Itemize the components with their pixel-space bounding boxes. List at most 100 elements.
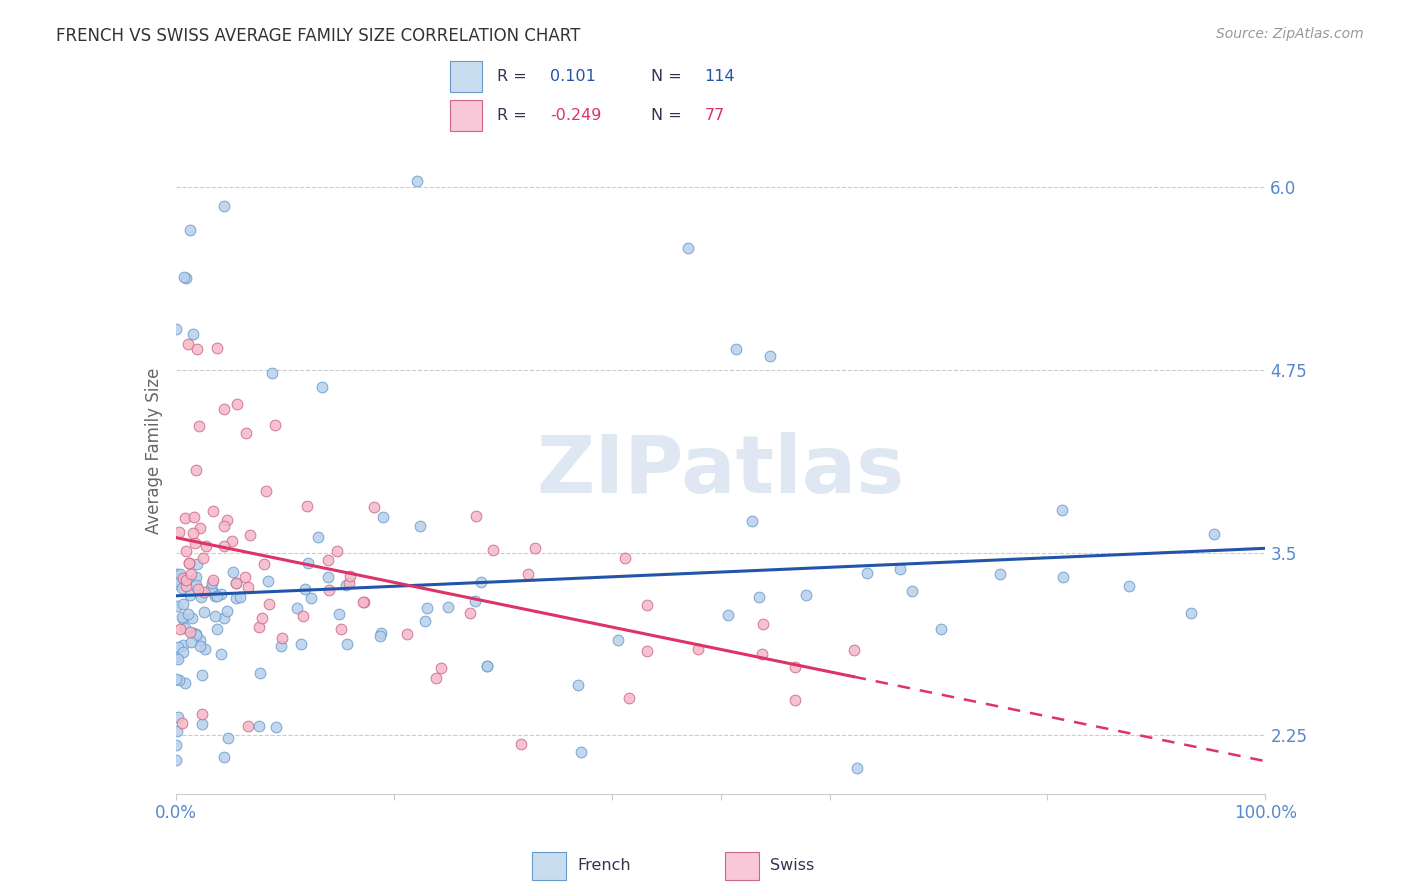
Point [166,576,188,591]
Point [373,509,395,524]
Point [607,633,630,648]
Point [201,585,224,599]
Point [172,582,194,596]
Point [477,659,499,673]
Point [179,223,201,237]
Point [569,745,592,759]
Point [181,625,204,640]
Point [901,584,924,599]
FancyBboxPatch shape [450,100,482,130]
Point [257,574,280,588]
Point [294,582,316,596]
Point [166,574,188,588]
Point [190,640,212,654]
Point [395,627,418,641]
Point [929,622,952,636]
Point [212,539,235,553]
Point [846,761,869,775]
Text: -0.249: -0.249 [551,108,602,123]
Point [174,579,197,593]
Point [167,652,190,666]
Point [193,605,215,619]
Point [184,536,207,550]
Point [180,566,202,581]
Point [270,632,292,646]
Point [460,606,482,620]
Point [510,737,533,751]
Point [165,738,187,752]
Point [747,591,769,605]
Point [889,562,911,576]
Point [193,584,215,599]
Point [166,724,188,739]
Point [212,401,235,416]
Point [172,638,194,652]
Point [475,658,498,673]
Point [179,588,201,602]
Point [353,594,375,608]
Point [405,174,427,188]
Point [173,270,195,285]
Point [172,612,194,626]
Point [353,595,375,609]
Point [169,567,191,582]
Point [212,519,235,533]
Point [172,609,194,624]
Point [481,543,503,558]
Point [204,609,226,624]
Point [416,600,439,615]
Point [725,342,748,356]
Point [263,418,285,433]
Point [188,520,211,534]
Point [186,342,208,356]
Point [316,553,339,567]
Point [165,322,187,336]
Point [188,633,211,648]
Text: 114: 114 [704,69,735,84]
Point [172,645,194,659]
Point [260,367,283,381]
Point [1202,527,1225,541]
Point [184,462,207,476]
Text: R =: R = [496,69,526,84]
Point [307,530,329,544]
Point [170,716,193,731]
Point [613,550,636,565]
Point [328,607,350,621]
Point [186,626,208,640]
Point [195,539,218,553]
Point [212,610,235,624]
Point [204,589,226,603]
Point [191,706,214,721]
FancyBboxPatch shape [450,62,482,92]
Point [1180,606,1202,620]
Point [413,614,436,628]
Point [184,628,207,642]
Point [617,691,640,706]
Text: Swiss: Swiss [770,858,814,872]
Point [311,380,333,394]
Point [297,556,319,570]
Point [165,574,187,588]
Point [636,598,658,612]
Point [686,642,709,657]
Point [209,648,232,662]
Point [236,580,259,594]
Point [464,509,486,524]
Point [285,601,308,615]
Point [430,660,453,674]
Point [177,607,200,621]
Point [165,650,187,665]
Point [523,541,546,555]
Point [326,544,349,558]
Point [173,676,195,690]
Point [191,668,214,682]
Point [250,611,273,625]
Point [741,514,763,528]
Point [257,597,280,611]
Point [370,626,392,640]
Point [249,666,271,681]
Point [990,566,1012,581]
Point [253,557,276,571]
Point [425,671,447,685]
